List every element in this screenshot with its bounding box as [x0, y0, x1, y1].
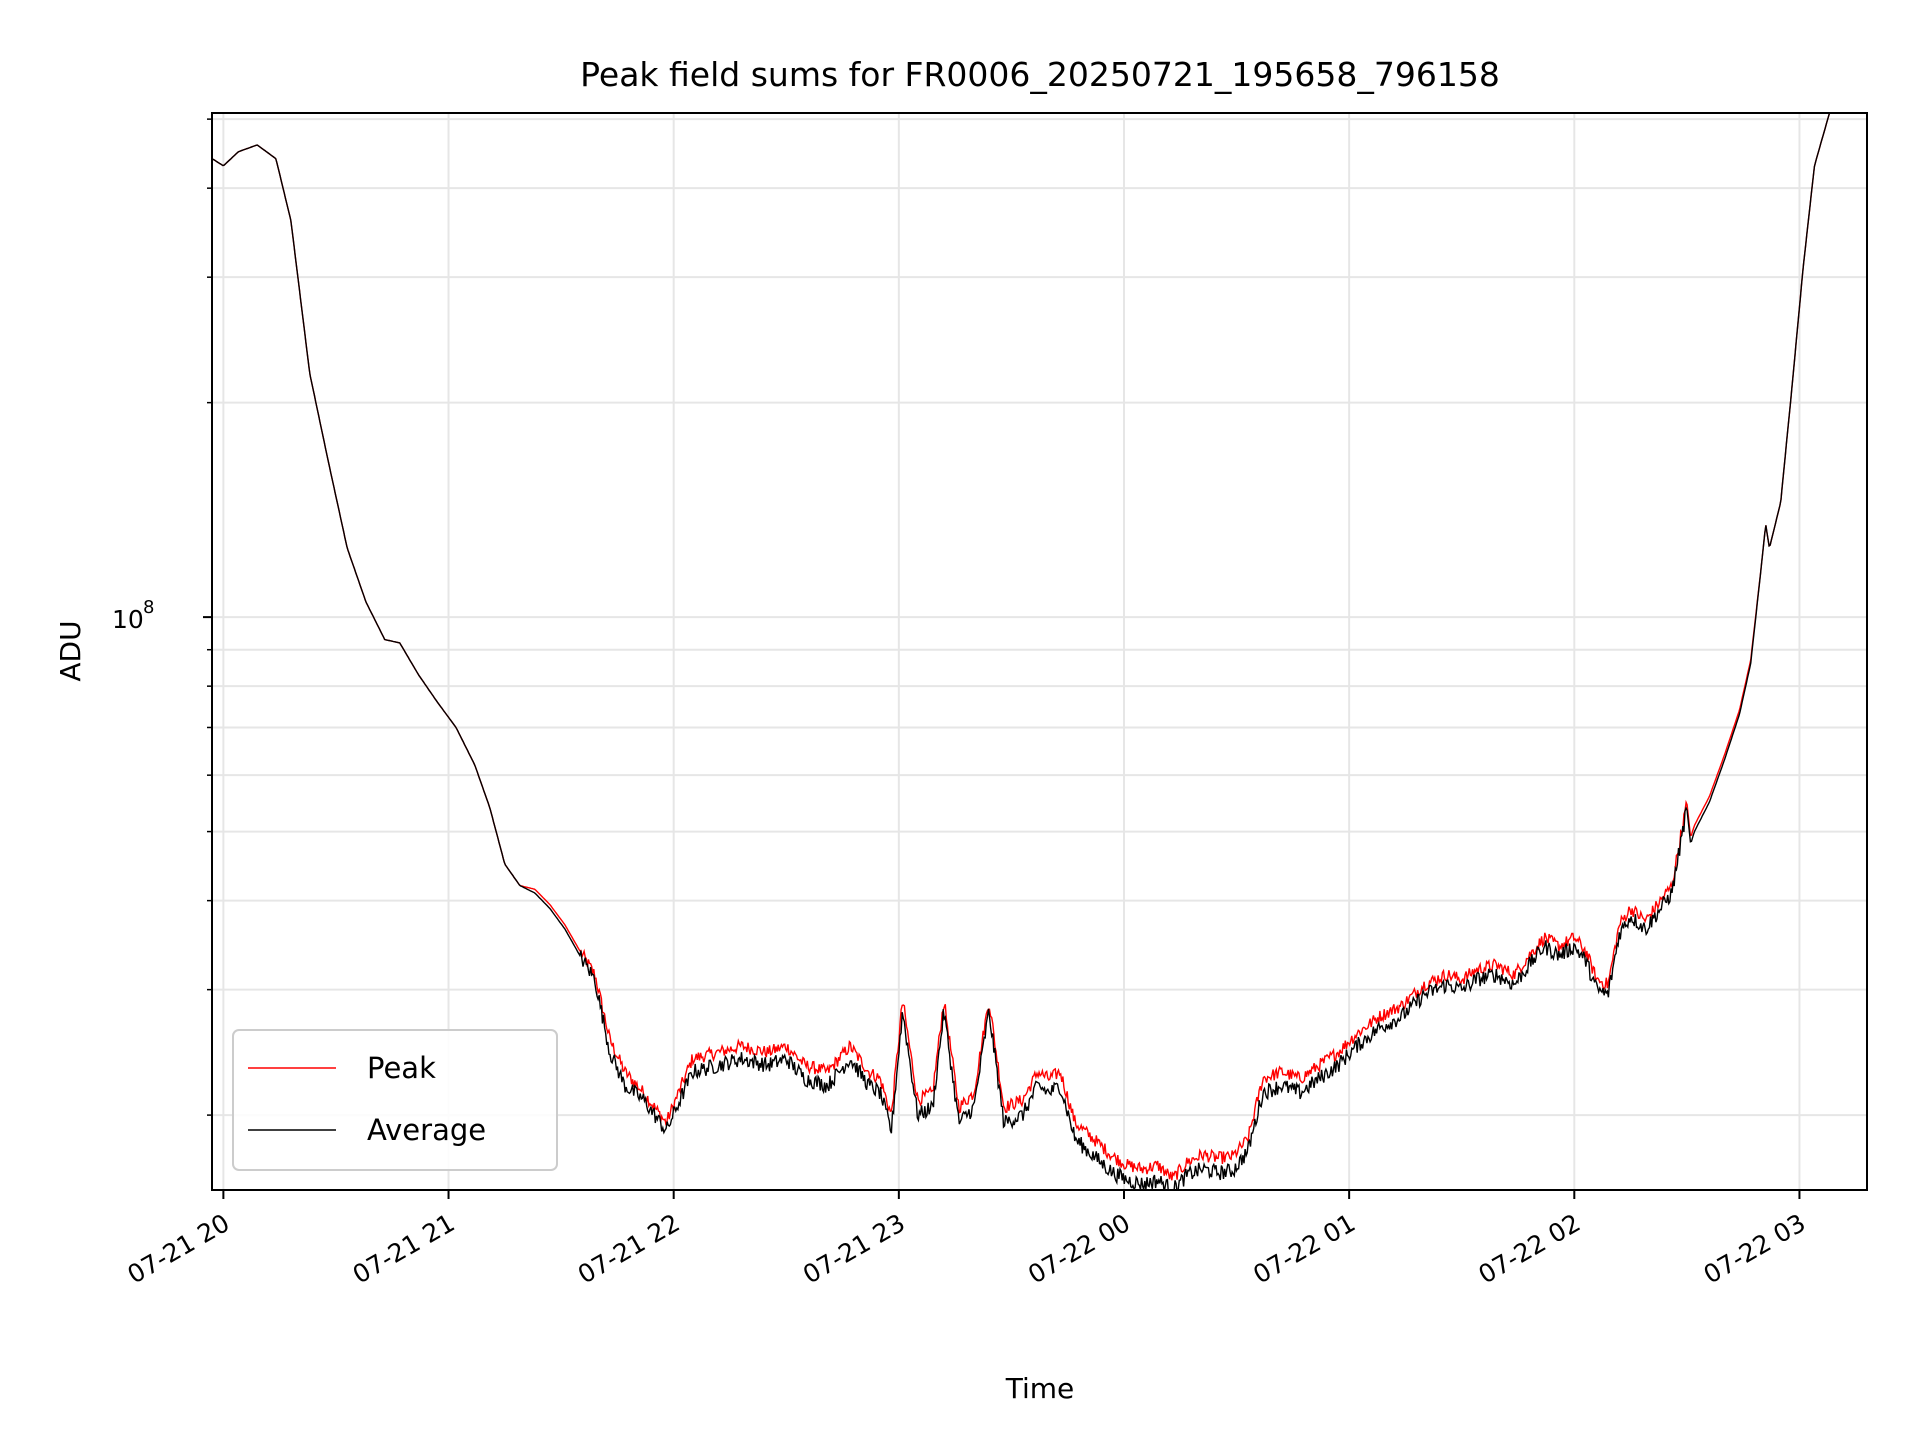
- chart-title: Peak field sums for FR0006_20250721_1956…: [580, 55, 1500, 94]
- y-tick-1e8: 10 8: [112, 597, 154, 634]
- legend-label-peak: Peak: [367, 1051, 436, 1085]
- x-axis-label: Time: [1005, 1372, 1075, 1405]
- legend-label-average: Average: [367, 1113, 486, 1147]
- y-tick-label-exponent: 8: [143, 597, 154, 618]
- y-axis-label: ADU: [54, 620, 87, 681]
- series-group: [212, 113, 1831, 1190]
- series-line-average: [212, 113, 1831, 1190]
- plot-frame: [211, 112, 1868, 1191]
- grid: [212, 113, 1867, 1190]
- legend: Peak Average: [232, 1029, 558, 1171]
- y-tick-label-base: 10: [112, 605, 144, 634]
- legend-box: [232, 1029, 558, 1171]
